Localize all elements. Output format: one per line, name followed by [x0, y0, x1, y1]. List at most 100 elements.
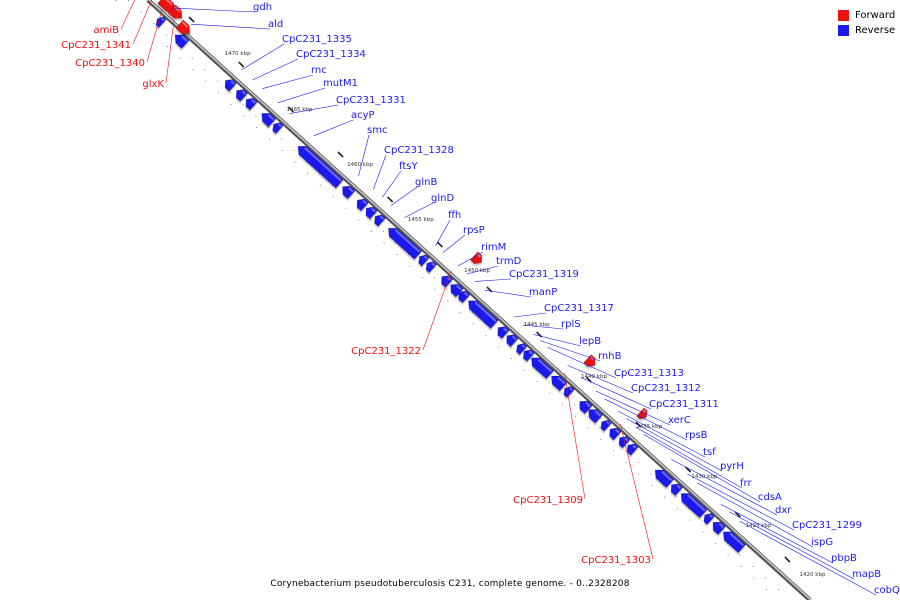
label-tsf[interactable]: tsf	[703, 447, 716, 458]
gene-cpc231-1313[interactable]	[526, 354, 555, 382]
label-trmd[interactable]: trmD	[496, 256, 522, 267]
gene-glxk[interactable]	[174, 19, 194, 40]
label-cpc231-1309[interactable]: CpC231_1309	[513, 495, 583, 506]
gene-rpsb[interactable]	[583, 406, 604, 426]
label-manp[interactable]: manP	[529, 287, 557, 298]
gene-lepb[interactable]	[512, 341, 528, 358]
label-cdsa[interactable]: cdsA	[758, 492, 782, 503]
label-rimm[interactable]: rimM	[481, 242, 506, 253]
gene-ald[interactable]	[170, 31, 190, 51]
leader-rpsb	[604, 398, 688, 441]
label-cpc231-1335[interactable]: CpC231_1335	[282, 34, 352, 45]
label-glnd[interactable]: glnD	[431, 193, 454, 204]
leader-cpc231-1317	[514, 312, 547, 318]
gene-pbpb[interactable]	[700, 511, 716, 527]
gene-mapb[interactable]	[708, 518, 727, 538]
label-xerc[interactable]: xerC	[668, 415, 691, 426]
label-cpc231-1322[interactable]: CpC231_1322	[351, 346, 421, 357]
label-rpls[interactable]: rplS	[561, 319, 581, 330]
label-rpsb[interactable]: rpsB	[685, 430, 708, 441]
label-cpc231-1341[interactable]: CpC231_1341	[61, 40, 131, 51]
gene-glnd[interactable]	[383, 224, 423, 262]
gene-cpc231-1328[interactable]	[352, 196, 369, 214]
gene-cdsa[interactable]	[623, 441, 640, 458]
label-cpc231-1317[interactable]: CpC231_1317	[544, 303, 614, 314]
label-pbpb[interactable]: pbpB	[831, 553, 857, 564]
label-ald[interactable]: ald	[268, 19, 283, 30]
major-tick	[188, 16, 195, 23]
leader-glnd	[404, 202, 434, 218]
label-acyp[interactable]: acyP	[351, 110, 375, 121]
label-ffh[interactable]: ffh	[448, 210, 461, 221]
gene-cpc231-1322[interactable]	[469, 251, 486, 269]
major-tick	[337, 151, 344, 158]
label-pyrh[interactable]: pyrH	[720, 461, 744, 472]
label-rnc[interactable]: rnc	[311, 65, 327, 76]
legend-forward-label: Forward	[855, 10, 896, 21]
gene-cpc231-1312[interactable]	[546, 372, 568, 394]
scale-label-1420-kbp: 1420 kbp	[800, 572, 826, 578]
label-smc[interactable]: smc	[367, 125, 387, 136]
label-mapb[interactable]: mapB	[852, 569, 881, 580]
label-cpc231-1328[interactable]: CpC231_1328	[384, 145, 454, 156]
label-glxk[interactable]: glxK	[142, 79, 164, 90]
leader-glxk	[165, 19, 175, 84]
gene-cpc231-1340[interactable]	[167, 4, 187, 25]
major-tick	[238, 61, 245, 68]
label-rpsp[interactable]: rpsP	[463, 225, 485, 236]
gene-features	[155, 0, 747, 556]
label-dxr[interactable]: dxr	[775, 505, 792, 516]
label-cpc231-1303[interactable]: CpC231_1303	[581, 555, 651, 566]
label-cpc231-1313[interactable]: CpC231_1313	[614, 368, 684, 379]
gene-ffh[interactable]	[415, 252, 431, 269]
label-frr[interactable]: frr	[740, 478, 752, 489]
gene-trmd[interactable]	[446, 281, 465, 300]
label-glnb[interactable]: glnB	[415, 177, 437, 188]
gene-mutm1[interactable]	[257, 109, 277, 130]
label-cpc231-1312[interactable]: CpC231_1312	[631, 383, 701, 394]
label-cpc231-1334[interactable]: CpC231_1334	[296, 49, 366, 60]
gene-glnb[interactable]	[370, 212, 387, 229]
label-cobq[interactable]: cobQ	[874, 585, 900, 596]
gene-cobq[interactable]	[718, 528, 747, 556]
label-rnhb[interactable]: rnhB	[598, 351, 622, 362]
label-lepb[interactable]: lepB	[579, 336, 601, 347]
label-amib[interactable]: amiB	[93, 25, 119, 36]
leader-gdh	[173, 7, 256, 13]
genome-axis	[146, 0, 812, 600]
label-cpc231-1319[interactable]: CpC231_1319	[509, 269, 579, 280]
gene-ftsy[interactable]	[361, 204, 378, 222]
label-ftsy[interactable]: ftsY	[399, 161, 418, 172]
gene-cpc231-1309[interactable]	[582, 354, 599, 372]
gene-cpc231-1319[interactable]	[454, 288, 471, 306]
gene-manp[interactable]	[463, 297, 499, 331]
gene-cpc231-1335[interactable]	[220, 76, 237, 94]
label-mutm1[interactable]: mutM1	[323, 78, 358, 89]
gene-rnhb[interactable]	[519, 347, 536, 364]
label-cpc231-1331[interactable]: CpC231_1331	[336, 95, 406, 106]
label-gdh[interactable]: gdh	[253, 2, 272, 13]
leader-amib	[120, 0, 136, 30]
leader-trmd	[466, 265, 499, 275]
label-cpc231-1299[interactable]: CpC231_1299	[792, 520, 862, 531]
gene-acyp[interactable]	[293, 142, 344, 191]
label-ispg[interactable]: ispG	[811, 537, 833, 548]
gene-cpc231-1334[interactable]	[232, 87, 249, 104]
gene-rpsp[interactable]	[422, 259, 438, 276]
gene-rnc[interactable]	[241, 95, 258, 113]
gene-cpc231-1299[interactable]	[666, 481, 684, 499]
leader-cpc231-1328	[373, 154, 387, 190]
gene-tsf[interactable]	[597, 418, 613, 434]
gene-cpc231-1317[interactable]	[493, 324, 510, 341]
label-cpc231-1311[interactable]: CpC231_1311	[649, 399, 719, 410]
gene-pyrh[interactable]	[605, 425, 622, 443]
gene-cpc231-1331[interactable]	[269, 120, 285, 137]
gene-dxr[interactable]	[650, 466, 675, 491]
label-cpc231-1340[interactable]: CpC231_1340	[75, 58, 145, 69]
gene-rpls[interactable]	[502, 332, 519, 350]
gene-ispg[interactable]	[676, 489, 708, 521]
gene-xerc[interactable]	[575, 397, 594, 417]
tick-row	[115, 0, 779, 600]
gene-smc[interactable]	[337, 183, 356, 202]
